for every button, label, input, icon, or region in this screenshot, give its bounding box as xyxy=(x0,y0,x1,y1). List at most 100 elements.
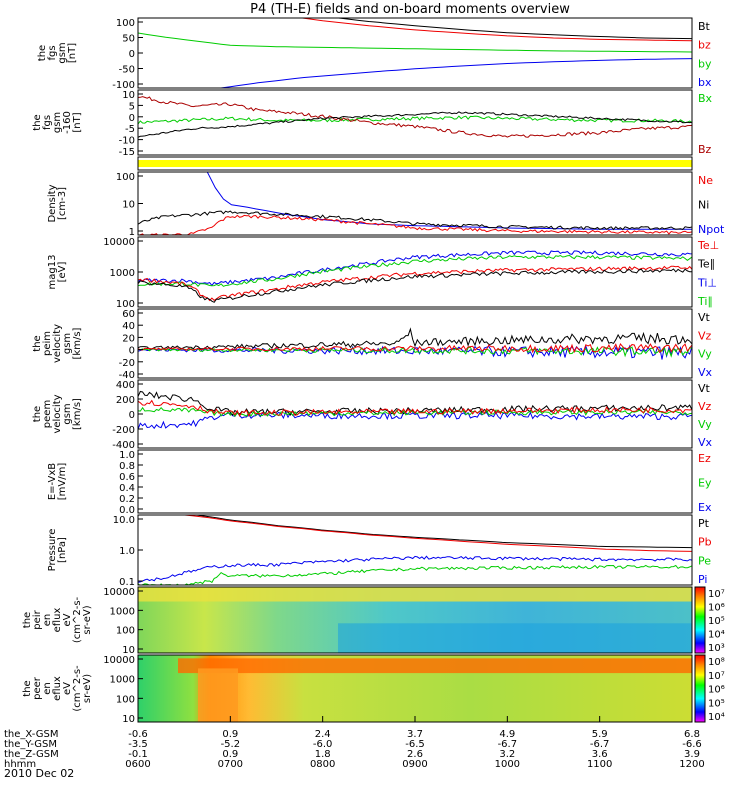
y-tick-label: 100 xyxy=(116,626,135,637)
legend-label: Ti⊥ xyxy=(697,276,717,289)
panel-frame xyxy=(137,156,693,171)
y-tick-label: 0 xyxy=(129,49,135,60)
colorbar-tick-label: 10³ xyxy=(708,643,725,654)
y-axis-label-line: [nT] xyxy=(72,112,83,132)
panel-10: 10⁸ 10⁷ 10⁶ 10⁵ 10⁴ 10000 1000 100 10 the peer en ef… xyxy=(22,654,725,725)
panel-4: 10000 1000 100 mag13 [eV] Te⊥ Te∥ Ti⊥ Ti∥ xyxy=(47,236,719,310)
legend-label: Te∥ xyxy=(697,258,715,271)
y-tick-label: 10000 xyxy=(103,237,135,248)
x-tick-label: 3.2 xyxy=(499,749,515,760)
panel-9: 10⁷ 10⁶ 10⁵ 10⁴ 10³ 10000 1000 100 10 the peir en ef… xyxy=(22,586,725,656)
y-tick-label: 40 xyxy=(122,321,135,332)
y-tick-label: 10000 xyxy=(103,655,135,666)
x-tick-label: -5.2 xyxy=(221,739,241,750)
y-axis-label: Density [cm-3] xyxy=(47,184,68,222)
y-axis-label-line: gsm xyxy=(57,42,68,63)
legend-label: Pi xyxy=(698,573,707,586)
y-axis-label: mag13 [eV] xyxy=(47,255,68,290)
colorbar-tick-label: 10⁵ xyxy=(708,698,725,709)
y-tick-label: 0.8 xyxy=(119,461,135,472)
x-tick-label: 0900 xyxy=(402,759,427,770)
y-tick-label: 200 xyxy=(116,395,135,406)
panel-6: 400 200 0 -200 -400 the peem velocity gsm [km/s] V… xyxy=(32,379,713,451)
y-axis-label: E=-VxB [mV/m] xyxy=(47,463,68,501)
y-axis-label: the peim velocity gsm [km/s] xyxy=(32,324,83,363)
y-tick-label: 0.0 xyxy=(119,505,135,516)
x-tick-label: 6.8 xyxy=(684,729,700,740)
legend-label: Pb xyxy=(698,536,712,549)
y-axis-label-line: gsm xyxy=(52,112,63,133)
y-axis-label-line: peem xyxy=(42,400,53,428)
series-Vz-line xyxy=(138,399,692,418)
x-row-label: the_Z-GSM xyxy=(4,749,59,760)
legend-label: Pt xyxy=(698,517,710,530)
mode-band xyxy=(138,160,692,167)
y-axis-label-line: the xyxy=(32,114,43,130)
legend-label: Ti∥ xyxy=(697,295,713,308)
legend-label: Vy xyxy=(698,348,712,361)
y-tick-label: 0.6 xyxy=(119,472,135,483)
x-tick-label: 3.9 xyxy=(684,749,700,760)
y-axis-label: Pressure [nPa] xyxy=(47,529,68,572)
colorbar: 10⁸ 10⁷ 10⁶ 10⁵ 10⁴ xyxy=(694,654,725,723)
legend-label: Vz xyxy=(698,400,712,413)
legend-label: by xyxy=(698,57,712,70)
legend-label: bz xyxy=(698,39,711,52)
y-axis-label-line: the xyxy=(22,680,33,696)
series-Bt-line xyxy=(333,18,692,40)
y-axis-label-line: gsm xyxy=(62,333,73,354)
y-axis-label-line: en xyxy=(42,614,53,627)
y-tick-label: 0.2 xyxy=(119,494,135,505)
legend-label: Ne xyxy=(698,174,713,187)
y-tick-label: -100 xyxy=(112,80,135,91)
series-bx-line xyxy=(220,58,692,88)
x-tick-label: 1100 xyxy=(587,759,612,770)
x-tick-label: 0600 xyxy=(125,759,150,770)
panel-frame xyxy=(137,449,693,514)
y-axis-label-line: E=-VxB xyxy=(47,463,58,500)
x-tick-label: -6.5 xyxy=(405,739,425,750)
series-by-line xyxy=(138,32,692,53)
panel-8: 10.0 1.0 0.1 Pressure [nPa] Pt Pb Pe Pi xyxy=(47,514,712,588)
y-axis-label-line: [nPa] xyxy=(57,537,68,563)
y-tick-label: 0 xyxy=(129,410,135,421)
y-tick-label: 60 xyxy=(122,309,135,320)
y-tick-label: -40 xyxy=(119,370,135,381)
y-tick-label: 10 xyxy=(122,200,135,211)
series-Vx-line xyxy=(138,410,692,430)
y-tick-label: 1.0 xyxy=(119,546,135,557)
y-axis-label-line: eV xyxy=(62,613,73,626)
y-tick-label: 1000 xyxy=(110,675,135,686)
legend-label: Vx xyxy=(698,436,713,449)
series-Bx-line xyxy=(138,115,692,125)
legend-label: Bx xyxy=(698,92,713,105)
high-energy-band xyxy=(138,587,692,602)
panel-7: 1.00.80.60.40.20.0 E=-VxB [mV/m] Ez Ey Ex xyxy=(47,449,712,516)
x-tick-label: 3.7 xyxy=(407,729,423,740)
spectrogram xyxy=(138,655,692,722)
legend-label: Ex xyxy=(698,501,712,514)
y-axis-label: the peir en eflux eV (cm^2-s-sr-eV) xyxy=(22,596,93,643)
y-axis-label: the peem velocity gsm [km/s] xyxy=(32,394,83,433)
y-tick-label: 100 xyxy=(116,18,135,29)
y-axis-label: the fgs gsm [nT] xyxy=(37,42,78,63)
y-tick-label: -50 xyxy=(119,65,135,76)
series-Te-line xyxy=(138,265,692,302)
y-axis-label-line: velocity xyxy=(52,394,63,433)
series-Bt-line xyxy=(138,111,692,138)
y-tick-label: 100 xyxy=(116,299,135,310)
x-tick-label: 1200 xyxy=(679,759,704,770)
colorbar-tick-label: 10⁴ xyxy=(708,630,725,641)
x-row-label: the_Y-GSM xyxy=(4,739,57,750)
x-tick-label: 4.9 xyxy=(499,729,515,740)
y-tick-label: 0 xyxy=(129,346,135,357)
series-Vt-line xyxy=(138,327,692,350)
y-axis-label-line: eV xyxy=(62,682,73,695)
high-energy-band xyxy=(178,658,692,674)
colorbar-tick-label: 10⁷ xyxy=(708,589,725,600)
legend-label: Vy xyxy=(698,418,712,431)
y-axis-label-line: eflux xyxy=(52,608,63,633)
y-axis-label-line: Density xyxy=(47,184,58,222)
